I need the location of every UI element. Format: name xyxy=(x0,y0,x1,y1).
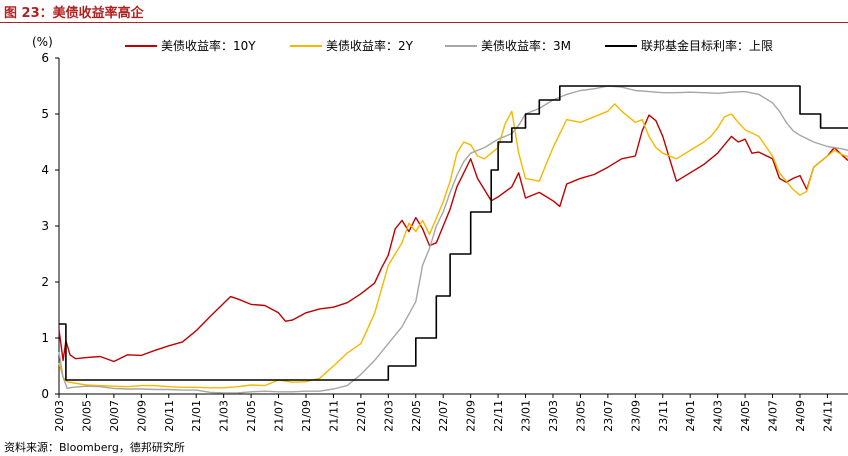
x-tick-label: 24/03 xyxy=(712,400,725,432)
series-line-4 xyxy=(59,85,848,381)
x-tick-label: 23/09 xyxy=(629,400,642,432)
x-tick-label: 24/09 xyxy=(794,400,807,432)
y-axis-label: (%) xyxy=(32,35,53,49)
series-layer xyxy=(58,85,848,394)
x-tick-label: 21/07 xyxy=(273,400,286,432)
x-tick-label: 23/01 xyxy=(520,400,533,432)
series-line-2 xyxy=(58,103,848,389)
y-tick-label: 1 xyxy=(41,331,49,345)
x-tick-label: 24/11 xyxy=(821,400,834,432)
legend-label-3: 美债收益率：3M xyxy=(481,38,571,53)
x-tick-label: 24/05 xyxy=(739,400,752,432)
x-tick-label: 20/03 xyxy=(53,400,66,432)
x-tick-label: 21/05 xyxy=(245,400,258,432)
x-tick-label: 23/07 xyxy=(602,400,615,432)
x-tick-label: 20/09 xyxy=(135,400,148,432)
x-tick-label: 22/03 xyxy=(382,400,395,432)
x-tick-label: 23/05 xyxy=(574,400,587,432)
legend-label-4: 联邦基金目标利率：上限 xyxy=(641,38,773,53)
legend: 美债收益率：10Y 美债收益率：2Y 美债收益率：3M 联邦基金目标利率：上限 xyxy=(125,38,773,53)
x-tick-label: 22/01 xyxy=(355,400,368,432)
x-tick-label: 21/01 xyxy=(190,400,203,432)
x-tick-label: 20/05 xyxy=(80,400,93,432)
series-line-1 xyxy=(58,114,848,363)
figure-title: 图 23：美债收益率高企 xyxy=(4,6,144,21)
x-tick-label: 22/11 xyxy=(492,400,505,432)
legend-label-1: 美债收益率：10Y xyxy=(161,38,256,53)
x-tick-label: 20/11 xyxy=(163,400,176,432)
y-tick-label: 6 xyxy=(41,51,49,65)
x-tick-label: 24/07 xyxy=(767,400,780,432)
line-chart: 0 1 2 3 4 5 6 20/03 20/05 20/07 20/09 20/11 21/01 21/… xyxy=(32,35,848,432)
y-tick-label: 5 xyxy=(41,107,49,121)
legend-label-2: 美债收益率：2Y xyxy=(326,38,414,53)
x-tick-label: 21/03 xyxy=(218,400,231,432)
y-tick-label: 3 xyxy=(41,219,49,233)
series-line-3 xyxy=(58,85,848,394)
title-rule xyxy=(0,22,848,23)
x-tick-label: 24/01 xyxy=(684,400,697,432)
x-tick-label: 22/07 xyxy=(437,400,450,432)
x-tick-label: 22/09 xyxy=(465,400,478,432)
x-tick-label: 22/05 xyxy=(410,400,423,432)
x-tick-label: 23/03 xyxy=(547,400,560,432)
source-note: 资料来源：Bloomberg，德邦研究所 xyxy=(4,441,185,454)
y-tick-label: 4 xyxy=(41,163,49,177)
x-tick-label: 20/07 xyxy=(108,400,121,432)
chart-axes: 0 1 2 3 4 5 6 20/03 20/05 20/07 20/09 20/11 21/01 21/… xyxy=(41,51,848,432)
y-tick-label: 0 xyxy=(41,387,49,401)
y-tick-label: 2 xyxy=(41,275,49,289)
x-tick-label: 21/09 xyxy=(300,400,313,432)
x-tick-label: 21/11 xyxy=(327,400,340,432)
x-tick-label: 23/11 xyxy=(657,400,670,432)
